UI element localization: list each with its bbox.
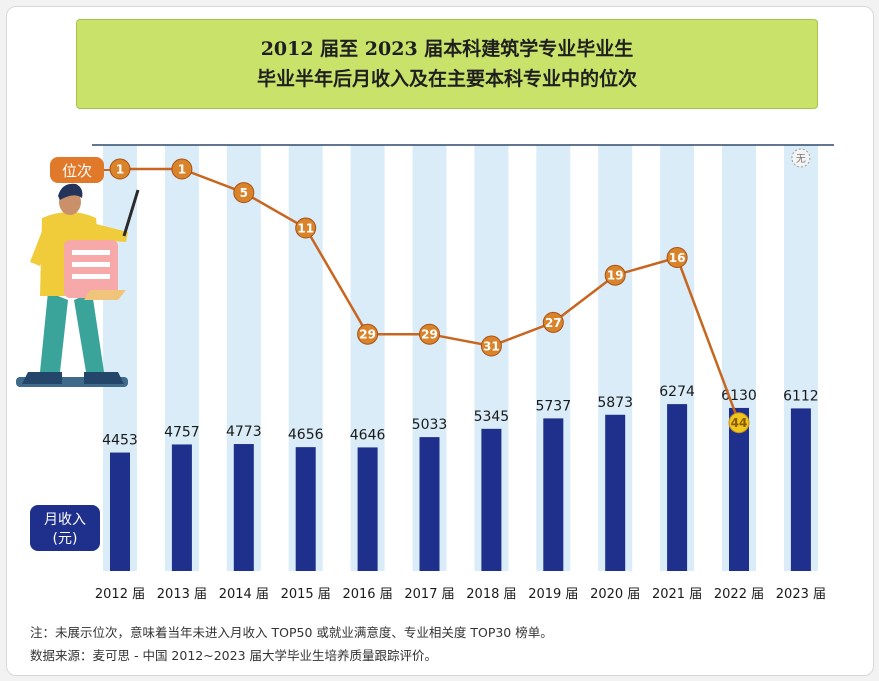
rank-value-label: 27 (545, 316, 562, 330)
footnote-note: 注：未展示位次，意味着当年未进入月收入 TOP50 或就业满意度、专业相关度 T… (30, 625, 553, 640)
income-bar (419, 437, 440, 571)
rank-point (419, 323, 440, 345)
income-bar (171, 444, 192, 571)
footnote-source: 数据来源：麦可思 - 中国 2012~2023 届大学毕业生培养质量跟踪评价。 (30, 648, 438, 663)
title-line-1: 2012 届至 2023 届本科建筑学专业毕业生 (260, 38, 634, 60)
income-bar (481, 428, 502, 571)
income-value-label: 6274 (659, 384, 695, 400)
income-bar (110, 452, 130, 571)
rank-point (295, 217, 317, 239)
rank-value-label: 19 (607, 269, 624, 283)
income-value-label: 5345 (474, 409, 510, 425)
income-bar (357, 447, 378, 571)
income-value-label: 6112 (783, 388, 819, 404)
column-stripes (103, 145, 818, 571)
x-tick-label: 2019 届 (528, 587, 578, 602)
rank-point (542, 311, 564, 333)
income-value-label: 4656 (288, 427, 324, 443)
income-value-label: 5737 (535, 398, 571, 414)
x-tick-label: 2022 届 (714, 587, 764, 602)
no-rank-text: 无 (796, 154, 806, 165)
x-tick-label: 2023 届 (776, 587, 826, 602)
income-bar (543, 418, 564, 571)
x-tick-label: 2017 届 (404, 587, 454, 602)
x-tick-label: 2020 届 (590, 587, 640, 602)
rank-point (666, 247, 688, 268)
rank-value-label: 16 (669, 251, 686, 265)
rank-value-label: 44 (731, 416, 748, 430)
x-tick-label: 2015 届 (281, 587, 331, 602)
income-value-label: 5873 (597, 395, 633, 411)
rank-label-text: 位次 (62, 162, 92, 180)
rank-point (728, 412, 750, 434)
income-bars (110, 404, 811, 571)
rank-point (233, 182, 255, 204)
rank-value-label: 29 (359, 328, 376, 342)
rank-value-label: 29 (421, 328, 438, 342)
income-label-line-1: 月收入 (44, 512, 86, 528)
rank-point (480, 335, 502, 357)
income-value-labels: 4453 4757 4773 4656 4646 5033 5345 5737 5873 6274… (102, 384, 819, 448)
no-rank-marker (791, 148, 811, 168)
income-bar (605, 414, 626, 571)
income-value-label: 4646 (350, 427, 386, 443)
title-banner: 2012 届至 2023 届本科建筑学专业毕业生 毕业半年后月收入及在主要本科专… (76, 19, 818, 109)
rank-point (171, 158, 193, 180)
x-tick-label: 2021 届 (652, 587, 702, 602)
rank-point (604, 264, 626, 286)
income-value-label: 5033 (412, 417, 448, 433)
presenter-figure-icon (16, 183, 140, 387)
income-value-label: 4757 (164, 424, 200, 440)
rank-point (357, 323, 379, 345)
rank-value-label: 5 (240, 186, 248, 200)
income-bar (233, 444, 254, 571)
rank-value-label: 1 (178, 163, 186, 177)
income-bar (729, 407, 749, 571)
title-line-2: 毕业半年后月收入及在主要本科专业中的位次 (256, 68, 637, 90)
income-bar (667, 404, 688, 571)
income-value-label: 4773 (226, 424, 262, 440)
x-tick-label: 2018 届 (466, 587, 516, 602)
rank-label-badge: 位次 (50, 157, 110, 183)
x-tick-label: 2014 届 (219, 587, 269, 602)
rank-value-label: 31 (483, 340, 500, 354)
x-tick-label: 2012 届 (95, 587, 145, 602)
x-tick-label: 2016 届 (342, 587, 392, 602)
income-bar (295, 447, 316, 571)
income-bar (790, 408, 811, 571)
income-label-line-2: (元) (53, 531, 78, 547)
rank-value-label: 1 (116, 163, 124, 177)
income-value-label: 4453 (102, 433, 138, 449)
x-tick-label: 2013 届 (157, 587, 207, 602)
x-axis-labels: 2012 届 2013 届 2014 届 2015 届 2016 届 2017 届 2018… (95, 587, 826, 602)
rank-value-label: 11 (297, 222, 314, 236)
income-label-badge: 月收入 (元) (30, 505, 100, 551)
